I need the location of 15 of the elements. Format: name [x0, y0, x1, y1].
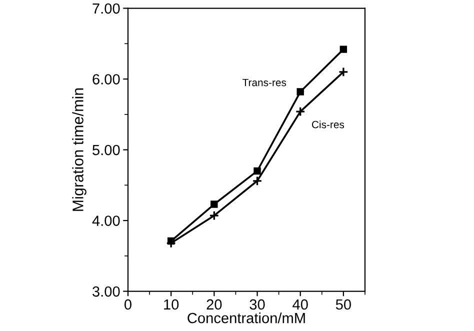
y-tick-label: 5.00	[92, 144, 120, 156]
y-axis-title: Migration time/min	[72, 88, 86, 211]
y-tick-label: 6.00	[92, 74, 120, 84]
series-label: Trans-res	[242, 78, 286, 86]
x-tick-label: 0	[124, 299, 132, 310]
x-tick-label: 10	[164, 299, 179, 310]
x-tick-label: 20	[206, 299, 222, 310]
series-label: Cis-res	[312, 120, 344, 128]
x-tick-label: 30	[250, 299, 265, 310]
y-tick-label: 7.00	[92, 3, 120, 14]
x-tick-label: 40	[292, 299, 308, 310]
x-axis-title: Concentration/mM	[188, 312, 305, 324]
y-tick-label: 4.00	[92, 216, 120, 226]
x-tick-label: 50	[336, 299, 351, 310]
y-tick-label: 3.00	[92, 286, 120, 297]
